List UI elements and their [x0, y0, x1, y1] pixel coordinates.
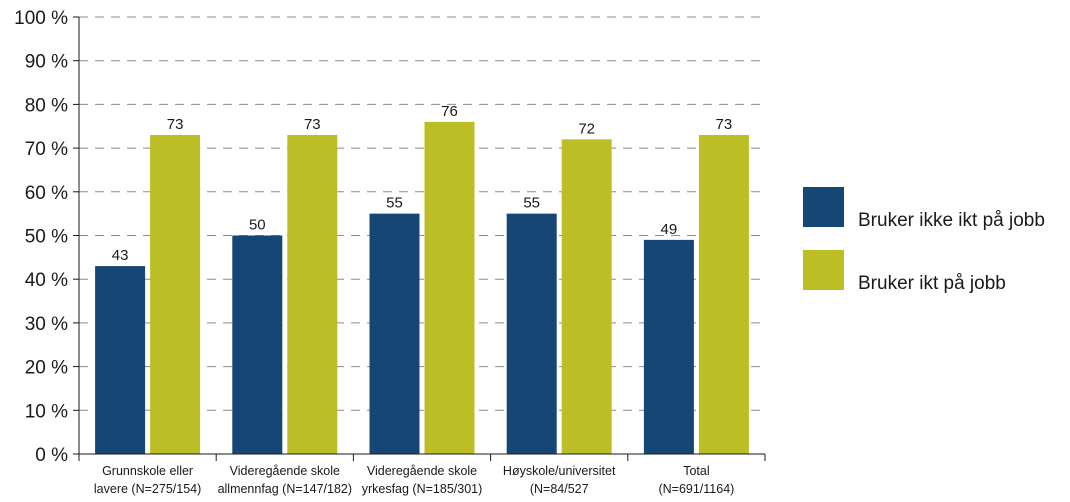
legend-swatch: [803, 187, 844, 227]
bars: [95, 121, 749, 455]
x-axis: Grunnskole eller lavere (N=275/154) Videre…: [78, 453, 766, 496]
y-tick-label: 70 %: [25, 139, 68, 160]
data-labels: 43 73 50 73 55 76 55 72 49 73: [112, 103, 732, 264]
legend-label: Bruker ikt på jobb: [858, 273, 1006, 294]
y-tick-label: 0 %: [35, 445, 68, 466]
data-label: 73: [304, 116, 321, 133]
bar: [424, 121, 475, 454]
bar: [698, 134, 749, 455]
bar: [232, 235, 283, 454]
x-category-label: yrkesfag (N=185/301): [362, 482, 483, 496]
bar: [150, 134, 201, 455]
data-label: 72: [578, 120, 595, 137]
x-category-label: (N=691/1164): [658, 482, 734, 496]
data-label: 76: [441, 103, 458, 120]
legend-swatch: [803, 250, 844, 290]
x-category-label: Videregående skole: [367, 464, 477, 478]
y-tick-label: 40 %: [25, 270, 68, 291]
y-tick-label: 80 %: [25, 95, 68, 116]
x-category-label: Høyskole/universitet: [503, 464, 616, 478]
data-label: 73: [716, 116, 733, 133]
y-tick-label: 100 %: [14, 8, 68, 29]
bar: [95, 266, 146, 454]
x-category-label: allmennfag (N=147/182): [218, 482, 352, 496]
data-label: 50: [249, 217, 266, 234]
data-label: 73: [167, 116, 184, 133]
y-tick-label: 20 %: [25, 358, 68, 379]
x-category-label: lavere (N=275/154): [94, 482, 201, 496]
legend-label: Bruker ikke ikt på jobb: [858, 210, 1045, 231]
bar: [643, 239, 694, 454]
data-label: 43: [112, 247, 129, 264]
y-tick-label: 60 %: [25, 183, 68, 204]
bar: [506, 213, 557, 454]
x-category-label: Total: [683, 464, 709, 478]
data-label: 49: [661, 221, 678, 238]
y-axis: 0 % 10 % 20 % 30 % 40 % 50 % 60 % 70 % 80 % 90 % 1…: [14, 8, 80, 466]
x-category-label: (N=84/527: [530, 482, 589, 496]
legend: Bruker ikke ikt på jobb Bruker ikt på job…: [803, 187, 1045, 294]
data-label: 55: [523, 195, 540, 212]
y-tick-label: 30 %: [25, 314, 68, 335]
x-category-label: Videregående skole: [230, 464, 340, 478]
bar: [287, 134, 338, 455]
bar: [369, 213, 420, 454]
data-label: 55: [386, 195, 403, 212]
y-tick-label: 10 %: [25, 401, 68, 422]
bar: [561, 139, 612, 455]
x-category-label: Grunnskole eller: [102, 464, 193, 478]
y-tick-label: 50 %: [25, 227, 68, 248]
y-tick-label: 90 %: [25, 52, 68, 73]
